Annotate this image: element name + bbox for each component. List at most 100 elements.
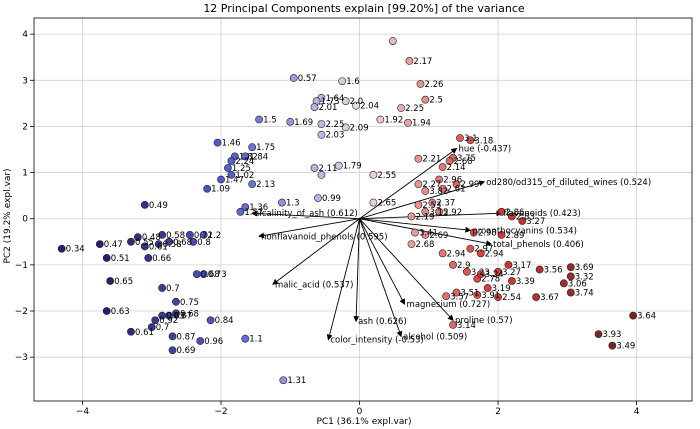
loading-label: proanthocyanins (0.534) [472, 226, 577, 236]
point-label: 0.34 [66, 245, 85, 255]
data-point [310, 103, 319, 111]
point-label: 0.49 [149, 201, 168, 211]
point-label: 2.37 [436, 199, 455, 209]
point-label: 2.01 [319, 103, 338, 113]
point-label: 1.2 [208, 231, 222, 241]
point-label: 0.75 [180, 298, 199, 308]
data-point [338, 77, 347, 86]
point-label: 2.09 [350, 123, 369, 133]
data-point [369, 198, 378, 207]
data-point [469, 228, 478, 237]
data-point [414, 180, 423, 189]
data-point [435, 207, 444, 216]
data-point [206, 316, 215, 325]
loading-label: od280/od315_of_diluted_wines (0.524) [486, 178, 651, 188]
data-point [203, 184, 212, 193]
point-label: 2.25 [325, 120, 344, 130]
loading-vectors [251, 148, 503, 341]
point-label: 0.73 [208, 270, 227, 280]
data-point [192, 270, 201, 279]
loading-arrow [359, 218, 472, 233]
data-point [255, 115, 264, 124]
data-point [629, 311, 638, 320]
data-point [508, 277, 516, 285]
data-point [241, 334, 250, 343]
chart-title: 12 Principal Components explain [99.20%]… [203, 2, 525, 15]
loading-label: magnesium (0.727) [407, 300, 491, 310]
point-label: 2.92 [443, 208, 462, 218]
loading-label: proline (0.57) [455, 316, 513, 326]
point-label: 3.49 [616, 342, 635, 352]
point-label: 2.99 [461, 180, 480, 190]
point-label: 3.74 [575, 289, 594, 299]
point-label: 1.47 [225, 176, 244, 186]
data-point [248, 180, 257, 189]
point-label: 3.17 [512, 261, 531, 271]
data-point [95, 240, 104, 249]
data-point [376, 115, 385, 124]
data-point [452, 288, 461, 297]
data-point [594, 330, 603, 338]
point-label: 2.83 [516, 212, 535, 222]
data-point [494, 293, 502, 302]
point-label: 1.3 [286, 199, 300, 209]
data-point [158, 284, 167, 292]
point-label: 0.7 [166, 284, 180, 294]
point-labels: 2.17 0.57 1.6 2.26 2.5 1.641.732.01 2.02.04 2.2… [66, 57, 656, 386]
y-tick-label: 2 [22, 122, 28, 132]
data-point [421, 95, 430, 104]
data-point [483, 284, 492, 292]
data-point [532, 293, 541, 302]
point-label: 2.94 [485, 249, 504, 259]
loading-arrow [359, 218, 454, 321]
point-label: 1.36 [249, 203, 268, 213]
point-label: 0.92 [159, 316, 178, 326]
data-point [497, 207, 506, 216]
data-point [608, 341, 617, 350]
data-point [189, 237, 198, 246]
data-point [456, 134, 464, 142]
point-label: 1.73 [321, 97, 340, 107]
point-label: 1.6 [346, 77, 360, 87]
point-label: 3.56 [544, 265, 563, 275]
y-axis-label: PC2 (19.2% expl.var) [3, 168, 13, 263]
point-label: 3.57 [450, 292, 469, 302]
data-point [535, 265, 544, 274]
point-label: 0.68 [201, 270, 220, 280]
data-point [165, 237, 173, 246]
loading-label: alcohol (0.509) [403, 332, 467, 342]
data-points [57, 37, 638, 385]
data-point [289, 74, 298, 82]
data-point [407, 212, 416, 221]
point-label: 0.57 [298, 74, 317, 84]
point-label: 2.65 [377, 199, 396, 209]
point-label: 0.61 [149, 242, 168, 252]
point-label: 0.51 [111, 254, 130, 264]
point-label: 0.83 [166, 312, 185, 322]
data-point [133, 233, 142, 242]
data-point [352, 101, 360, 110]
loading-label: nonflavanoid_phenols (0.595) [261, 232, 387, 242]
point-label: 0.99 [322, 194, 341, 204]
point-label: 2.78 [481, 275, 500, 285]
point-label: 3.27 [526, 217, 545, 227]
data-point [497, 230, 506, 239]
plot-frame [33, 17, 693, 402]
data-point [279, 376, 288, 385]
data-point [449, 260, 457, 269]
data-point [559, 279, 568, 288]
data-point [405, 57, 414, 65]
point-label: 3.06 [568, 279, 587, 289]
point-label: 0.69 [177, 346, 196, 356]
point-label: 0.47 [104, 240, 123, 250]
x-tick-label: −2 [214, 407, 227, 417]
data-point [154, 240, 163, 249]
data-point [106, 277, 115, 285]
data-point [224, 164, 232, 172]
point-label: 0.7 [156, 323, 170, 333]
data-point [102, 254, 111, 262]
data-point [369, 170, 378, 179]
point-label: 1.84 [249, 152, 268, 162]
data-point [421, 207, 430, 216]
point-label: 2.86 [506, 208, 525, 218]
